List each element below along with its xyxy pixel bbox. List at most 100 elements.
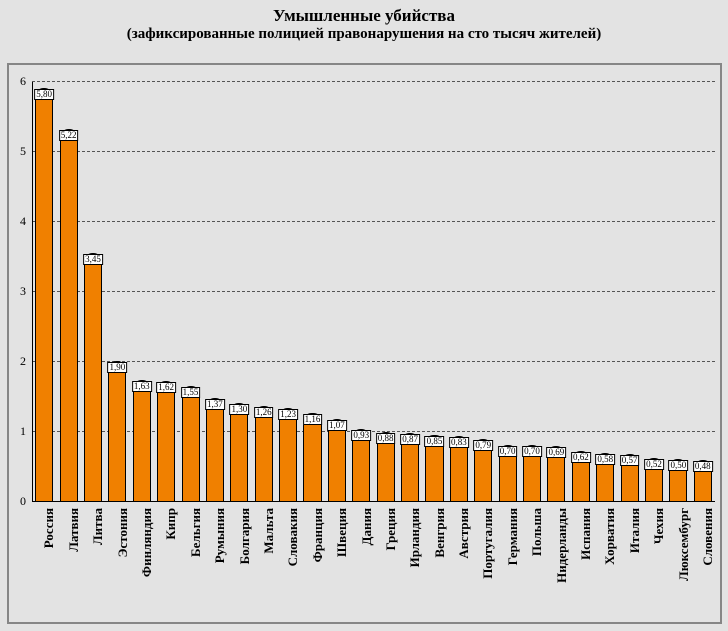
x-tick-label: Испания [578,508,594,560]
bar: 0,52 [645,457,663,502]
bar: 1,62 [157,380,175,502]
bar-fill [547,454,565,502]
page: Умышленные убийства (зафиксированные пол… [0,0,728,631]
bar-value-label: 5,22 [59,130,79,141]
bar: 5,80 [35,87,53,502]
x-tick-label: Эстония [115,508,131,557]
bar-value-label: 1,90 [107,362,127,373]
bar-fill [279,416,297,502]
bar-fill [669,467,687,502]
bar: 0,79 [474,438,492,502]
bar-value-label: 1,55 [181,387,201,398]
bar-fill [230,411,248,502]
grid-line [32,291,715,292]
bar-value-label: 0,87 [400,434,420,445]
bar-fill [84,261,102,503]
x-tick-label: Болгария [237,508,253,564]
x-tick-label: Португалия [480,508,496,579]
bar-value-label: 1,23 [278,409,298,420]
bar-value-label: 0,83 [449,437,469,448]
bar-fill [499,453,517,502]
x-tick-label: Нидерланды [554,508,570,583]
bar-value-label: 0,93 [351,430,371,441]
x-tick-label: Германия [505,508,521,565]
bar: 1,16 [303,412,321,502]
bar: 0,93 [352,428,370,502]
x-tick-label: Словения [700,508,716,566]
bar-fill [450,444,468,502]
bar-value-label: 5,80 [34,89,54,100]
bar-value-label: 0,58 [595,454,615,465]
bar: 0,57 [621,453,639,502]
bar: 3,45 [84,252,102,503]
bar-fill [182,394,200,503]
bar: 1,63 [133,379,151,502]
bar: 1,30 [230,402,248,502]
bar-value-label: 1,16 [303,414,323,425]
bar-value-label: 1,26 [254,407,274,418]
bar-fill [694,468,712,502]
x-tick-label: Швеция [334,508,350,557]
x-tick-label: Кипр [163,508,179,540]
bar-value-label: 0,79 [473,440,493,451]
bar-value-label: 0,70 [522,446,542,457]
x-tick-label: Мальта [261,508,277,554]
bar-fill [60,137,78,502]
bar-value-label: 0,50 [669,460,689,471]
x-tick-label: Венгрия [432,508,448,558]
bar: 0,58 [596,452,614,502]
bar-fill [474,447,492,502]
bar-fill [206,406,224,502]
x-tick-label: Польша [529,508,545,556]
bar-value-label: 3,45 [83,254,103,265]
bar: 0,83 [450,435,468,502]
x-tick-label: Латвия [66,508,82,552]
bar-fill [157,389,175,502]
bar: 0,48 [694,459,712,502]
bar-fill [523,453,541,502]
bar-value-label: 0,57 [620,455,640,466]
bar-value-label: 0,62 [571,452,591,463]
bar: 0,88 [377,431,395,502]
x-tick-label: Чехия [651,508,667,544]
bar-fill [303,421,321,502]
bar: 0,70 [523,444,541,502]
x-tick-label: Румыния [212,508,228,563]
y-tick-label: 4 [6,214,26,229]
bar-fill [328,427,346,502]
chart-titles: Умышленные убийства (зафиксированные пол… [0,6,728,43]
plot-area: 01234565,80Россия5,22Латвия3,45Литва1,90… [32,82,715,502]
bar-fill [35,96,53,502]
grid-line [32,361,715,362]
x-tick-label: Дания [359,508,375,545]
bar: 0,69 [547,445,565,502]
bar: 0,62 [572,450,590,502]
x-tick-label: Люксембург [676,508,692,581]
bar: 1,55 [182,385,200,503]
y-tick-label: 1 [6,424,26,439]
grid-line [32,221,715,222]
y-tick-label: 5 [6,144,26,159]
bar-fill [645,466,663,502]
y-tick-label: 2 [6,354,26,369]
bar-value-label: 1,07 [327,420,347,431]
bar-fill [596,461,614,502]
y-tick-label: 6 [6,74,26,89]
bar: 1,23 [279,407,297,502]
bar-value-label: 1,30 [229,404,249,415]
bar-value-label: 0,70 [498,446,518,457]
bar-fill [621,462,639,502]
bar: 1,07 [328,418,346,502]
bar-value-label: 1,62 [156,382,176,393]
bar-value-label: 0,52 [644,459,664,470]
bar-fill [425,443,443,503]
x-tick-label: Бельгия [188,508,204,557]
bar: 1,37 [206,397,224,502]
bar: 0,87 [401,432,419,502]
bar: 0,85 [425,434,443,503]
x-tick-label: Финляндия [139,508,155,577]
x-tick-label: Россия [41,508,57,548]
x-tick-label: Хорватия [602,508,618,565]
bar-value-label: 0,85 [425,436,445,447]
x-tick-label: Франция [310,508,326,562]
